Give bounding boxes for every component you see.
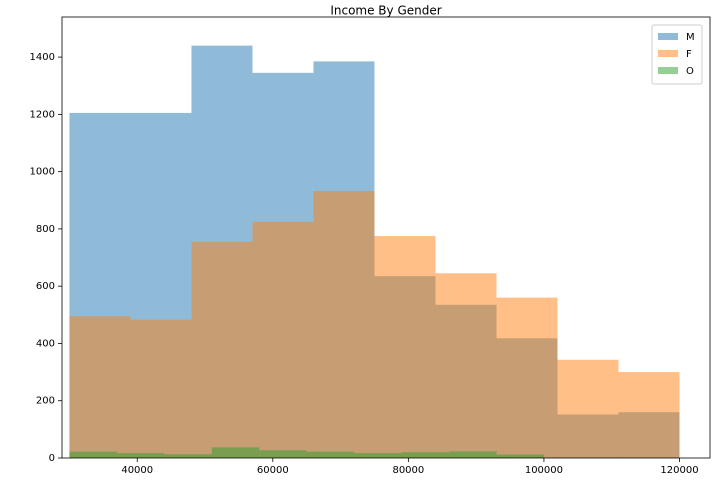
histogram-bar (69, 316, 131, 458)
legend-swatch (658, 50, 678, 57)
y-tick-label: 1400 (30, 52, 55, 63)
y-tick-label: 1200 (30, 109, 55, 120)
y-tick-label: 600 (36, 281, 55, 292)
x-tick-label: 60000 (257, 465, 289, 476)
chart-title: Income By Gender (330, 4, 441, 18)
legend-label: M (686, 32, 695, 43)
y-tick-label: 800 (36, 224, 55, 235)
x-tick-label: 40000 (121, 465, 153, 476)
histogram-bar (618, 372, 680, 458)
histogram-bar (252, 221, 314, 458)
histogram-bar (130, 319, 192, 458)
histogram-bar (191, 241, 253, 458)
x-tick-label: 80000 (392, 465, 424, 476)
histogram-bar (211, 447, 260, 458)
histogram-bar (116, 453, 165, 458)
y-tick-label: 400 (36, 338, 55, 349)
histogram-bar (69, 451, 117, 458)
x-tick-label: 120000 (660, 465, 698, 476)
legend-label: F (686, 49, 692, 60)
y-tick-label: 0 (49, 453, 55, 464)
legend-label: O (686, 66, 694, 77)
legend-swatch (658, 33, 678, 40)
y-tick-label: 200 (36, 396, 55, 407)
histogram-bar (313, 191, 375, 459)
histogram-bar (259, 450, 307, 458)
x-tick-label: 100000 (525, 465, 563, 476)
histogram-bar (435, 273, 497, 458)
legend-swatch (658, 67, 678, 74)
histogram-bar (306, 451, 355, 458)
histogram-bar (164, 454, 212, 458)
histogram-bar (449, 451, 497, 458)
plot-frame (61, 16, 711, 459)
histogram-bar (496, 454, 544, 458)
histogram-bar (354, 453, 402, 458)
y-tick-label: 1000 (30, 167, 55, 178)
histogram-bar (374, 236, 436, 458)
histogram-bar (401, 452, 450, 458)
histogram-bar (557, 359, 619, 458)
histogram-bar (496, 297, 558, 458)
